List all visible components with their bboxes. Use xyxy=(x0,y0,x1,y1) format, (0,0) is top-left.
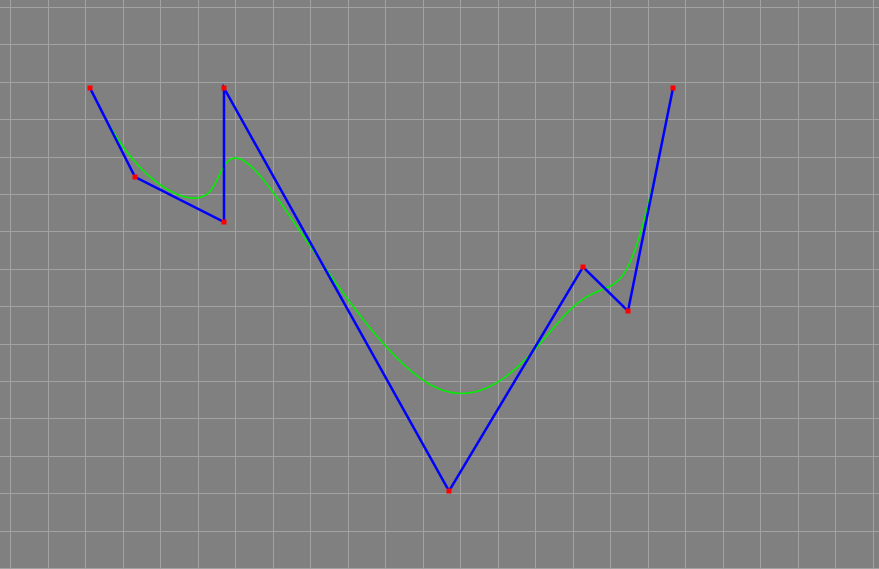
spline-curve xyxy=(89,87,674,395)
control-point-6[interactable] xyxy=(580,264,586,270)
control-point-7[interactable] xyxy=(625,308,631,314)
control-point-2[interactable] xyxy=(132,174,138,180)
control-points xyxy=(87,85,676,494)
control-point-3[interactable] xyxy=(221,219,227,225)
control-point-8[interactable] xyxy=(670,85,676,91)
control-point-5[interactable] xyxy=(446,488,452,494)
control-polygon xyxy=(88,83,675,494)
control-point-4[interactable] xyxy=(221,85,227,91)
control-point-1[interactable] xyxy=(87,85,93,91)
